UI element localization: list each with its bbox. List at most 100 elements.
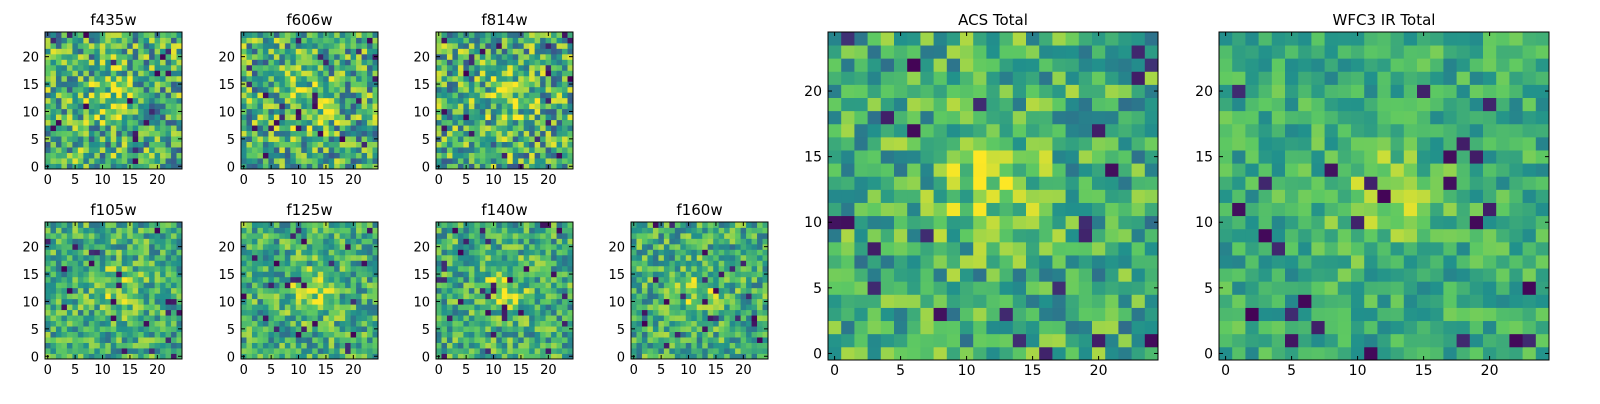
- heatmap-cell: [746, 321, 752, 327]
- heatmap-cell: [1039, 189, 1053, 203]
- heatmap-cell: [89, 326, 95, 332]
- heatmap-cell: [1039, 268, 1053, 282]
- heatmap-cell: [78, 244, 84, 250]
- heatmap-cell: [138, 326, 144, 332]
- heatmap-cell: [83, 59, 89, 65]
- heatmap-cell: [307, 125, 313, 131]
- heatmap-cell: [334, 326, 340, 332]
- heatmap-cell: [702, 321, 708, 327]
- heatmap-cell: [45, 158, 51, 164]
- heatmap-cell: [458, 65, 464, 71]
- heatmap-cell: [307, 260, 313, 266]
- heatmap-cell: [458, 249, 464, 255]
- heatmap-cell: [83, 315, 89, 321]
- heatmap-cell: [562, 238, 568, 244]
- heatmap-cell: [447, 136, 453, 142]
- heatmap-cell: [485, 277, 491, 283]
- heatmap-cell: [307, 37, 313, 43]
- heatmap-cell: [469, 120, 475, 126]
- heatmap-cell: [986, 163, 1000, 177]
- heatmap-cell: [480, 125, 486, 131]
- heatmap-cell: [116, 304, 122, 310]
- heatmap-cell: [171, 136, 177, 142]
- heatmap-cell: [730, 282, 736, 288]
- heatmap-cell: [116, 321, 122, 327]
- heatmap-cell: [647, 321, 653, 327]
- heatmap-cell: [61, 277, 67, 283]
- heatmap-cell: [94, 299, 100, 305]
- heatmap-cell: [724, 222, 730, 228]
- heatmap-cell: [116, 70, 122, 76]
- heatmap-cell: [546, 98, 552, 104]
- heatmap-cell: [318, 87, 324, 93]
- heatmap-cell: [268, 59, 274, 65]
- heatmap-cell: [496, 299, 502, 305]
- heatmap-cell: [752, 348, 758, 354]
- heatmap-cell: [631, 288, 637, 294]
- heatmap-cell: [491, 142, 497, 148]
- heatmap-cell: [920, 203, 934, 217]
- heatmap-cell: [285, 87, 291, 93]
- heatmap-cell: [535, 136, 541, 142]
- heatmap-cell: [642, 315, 648, 321]
- heatmap-cell: [551, 76, 557, 82]
- heatmap-cell: [160, 310, 166, 316]
- heatmap-cell: [78, 142, 84, 148]
- heatmap-cell: [469, 136, 475, 142]
- heatmap-cell: [535, 238, 541, 244]
- heatmap-cell: [485, 109, 491, 115]
- heatmap-cell: [642, 310, 648, 316]
- heatmap-cell: [551, 37, 557, 43]
- heatmap-cell: [100, 136, 106, 142]
- heatmap-cell: [252, 98, 258, 104]
- heatmap-cell: [708, 288, 714, 294]
- heatmap-cell: [680, 326, 686, 332]
- heatmap-cell: [920, 163, 934, 177]
- heatmap-cell: [133, 120, 139, 126]
- heatmap-cell: [920, 216, 934, 230]
- heatmap-cell: [1079, 255, 1093, 269]
- heatmap-cell: [540, 32, 546, 38]
- heatmap-cell: [881, 216, 895, 230]
- heatmap-cell: [111, 271, 117, 277]
- heatmap-cell: [83, 48, 89, 54]
- heatmap-cell: [730, 304, 736, 310]
- heatmap-cell: [318, 293, 324, 299]
- heatmap-cell: [502, 37, 508, 43]
- heatmap-cell: [144, 103, 150, 109]
- heatmap-cell: [50, 125, 56, 131]
- heatmap-cell: [312, 136, 318, 142]
- heatmap-cell: [973, 347, 987, 361]
- heatmap-cell: [252, 87, 258, 93]
- heatmap-cell: [947, 321, 961, 335]
- heatmap-cell: [529, 271, 535, 277]
- heatmap-cell: [920, 176, 934, 190]
- heatmap-cell: [452, 271, 458, 277]
- heatmap-cell: [285, 293, 291, 299]
- heatmap-cell: [100, 227, 106, 233]
- heatmap-cell: [290, 293, 296, 299]
- heatmap-cell: [960, 334, 974, 348]
- heatmap-cell: [691, 304, 697, 310]
- heatmap-cell: [502, 54, 508, 60]
- heatmap-cell: [447, 70, 453, 76]
- heatmap-cell: [463, 282, 469, 288]
- heatmap-cell: [502, 277, 508, 283]
- heatmap-cell: [741, 310, 747, 316]
- heatmap-cell: [529, 87, 535, 93]
- heatmap-cell: [1092, 334, 1106, 348]
- heatmap-cell: [702, 249, 708, 255]
- heatmap-cell: [702, 326, 708, 332]
- heatmap-cell: [45, 76, 51, 82]
- heatmap-cell: [546, 114, 552, 120]
- heatmap-cell: [697, 304, 703, 310]
- heatmap-cell: [513, 293, 519, 299]
- heatmap-cell: [105, 238, 111, 244]
- heatmap-cell: [67, 249, 73, 255]
- heatmap-cell: [155, 282, 161, 288]
- heatmap-cell: [447, 277, 453, 283]
- heatmap-cell: [562, 147, 568, 153]
- heatmap-cell: [160, 255, 166, 261]
- heatmap-cell: [345, 299, 351, 305]
- heatmap-cell: [296, 76, 302, 82]
